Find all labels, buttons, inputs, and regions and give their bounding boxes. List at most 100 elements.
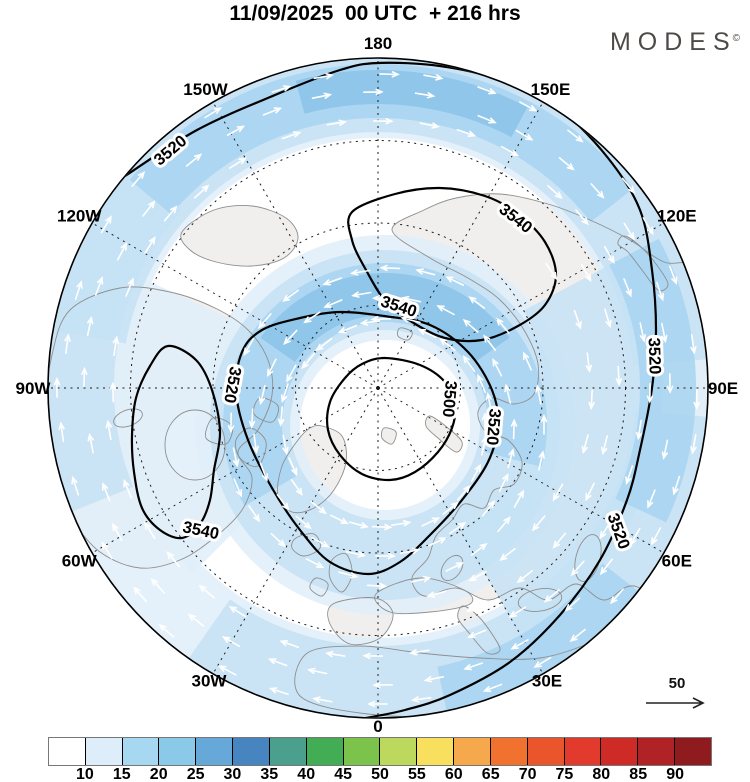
wind-arrow: [351, 291, 372, 298]
wind-arrow: [231, 370, 240, 390]
coast-eurasia: [391, 193, 708, 611]
wind-arrow: [581, 263, 592, 283]
wind-arrow: [693, 389, 700, 411]
coast-greenland: [276, 424, 347, 514]
wind-arrow: [372, 681, 393, 689]
wind-arrow: [417, 328, 437, 339]
colorbar-cell: [306, 738, 344, 765]
coast-svalbard: [380, 427, 397, 445]
wind-arrow: [315, 338, 333, 351]
wind-arrow: [262, 107, 283, 116]
land-alaska: [180, 205, 299, 267]
wind-arrow: [324, 650, 346, 658]
wind-arrow: [259, 462, 268, 482]
colorbar-cell: [601, 738, 639, 765]
modes-logo: MODES©: [610, 28, 740, 57]
wind-arrow: [585, 482, 595, 502]
wind-arrow: [150, 577, 165, 594]
wind-arrow: [690, 434, 697, 455]
wind-arrow: [166, 551, 181, 568]
wind-arrow: [650, 527, 662, 546]
wind-arrow: [456, 129, 477, 137]
wind-arrow: [102, 482, 111, 502]
vector-legend: 50: [646, 675, 705, 709]
wind-arrow: [400, 295, 422, 303]
wind-arrow: [629, 527, 641, 546]
wind-arrow: [647, 489, 656, 509]
shade-band: [460, 254, 663, 635]
wind-arrow: [656, 281, 664, 302]
wind-arrow: [243, 337, 255, 357]
wind-arrow: [690, 334, 697, 355]
wind-arrow: [419, 122, 440, 129]
wind-arrow: [669, 265, 678, 286]
colorbar-cell: [380, 738, 418, 765]
colorbar-cell: [85, 738, 123, 765]
lake-shore: [440, 554, 464, 582]
wind-arrow: [456, 484, 471, 501]
wind-arrow: [499, 547, 516, 561]
wind-arrow: [133, 586, 147, 603]
wind-arrow: [439, 337, 456, 351]
wind-arrow: [64, 333, 71, 354]
wind-arrow: [498, 473, 509, 492]
longitude-label-60W: 60W: [62, 551, 98, 570]
wind-arrow: [345, 550, 367, 558]
wind-arrow: [322, 277, 342, 286]
wind-arrow: [477, 114, 497, 124]
coast-alaska: [180, 205, 299, 267]
wind-arrow: [142, 200, 156, 217]
wind-arrow: [221, 636, 241, 647]
wind-arrow: [204, 107, 223, 119]
lake-shore: [164, 409, 226, 481]
wind-arrow: [326, 119, 347, 126]
wind-arrow: [567, 129, 584, 143]
wind-arrow: [623, 222, 635, 241]
wind-arrow: [277, 406, 285, 427]
wind-arrow: [100, 215, 112, 234]
wind-arrow: [323, 299, 343, 308]
wind-arrow: [363, 88, 384, 96]
wind-arrow: [252, 433, 259, 455]
colorbar-cell: [196, 738, 234, 765]
latitude-circle: [212, 222, 544, 554]
coast-ellesmere: [253, 397, 279, 423]
wind-arrow: [666, 373, 674, 394]
colorbar-tick: 85: [629, 766, 648, 782]
coast-italy: [457, 605, 501, 655]
wind-arrow: [109, 381, 117, 403]
wind-arrow: [590, 183, 605, 199]
wind-arrow: [112, 335, 119, 357]
colorbar-tick: 30: [223, 766, 242, 782]
wind-arrow: [470, 463, 482, 483]
wind-arrow: [485, 392, 493, 413]
wind-arrow: [552, 483, 564, 502]
wind-arrow: [599, 558, 613, 576]
lake-shore: [113, 408, 143, 428]
colorbar-cell: [343, 738, 381, 765]
wind-arrow: [282, 434, 289, 456]
longitude-label-120E: 120E: [657, 206, 697, 225]
wind-arrow: [415, 268, 436, 276]
wind-arrow: [160, 139, 177, 154]
wind-arrow: [267, 658, 288, 667]
wind-arrow: [248, 408, 256, 429]
wind-arrow: [131, 171, 146, 187]
wind-arrow: [481, 500, 496, 517]
wind-arrow: [636, 419, 643, 441]
wind-arrow: [599, 521, 611, 540]
wind-arrow: [477, 86, 497, 95]
wind-arrow: [248, 505, 261, 523]
wind-arrow: [95, 276, 104, 296]
wind-arrow: [564, 597, 581, 612]
wind-arrow: [661, 322, 668, 344]
wind-arrow: [105, 419, 112, 441]
colorbar-tick: 90: [666, 766, 684, 782]
wind-arrow: [86, 316, 94, 337]
wind-arrow: [467, 629, 487, 639]
wind-arrow: [623, 278, 632, 298]
wind-arrow: [508, 606, 527, 618]
wind-arrow: [81, 366, 88, 388]
wind-arrow: [588, 389, 595, 411]
